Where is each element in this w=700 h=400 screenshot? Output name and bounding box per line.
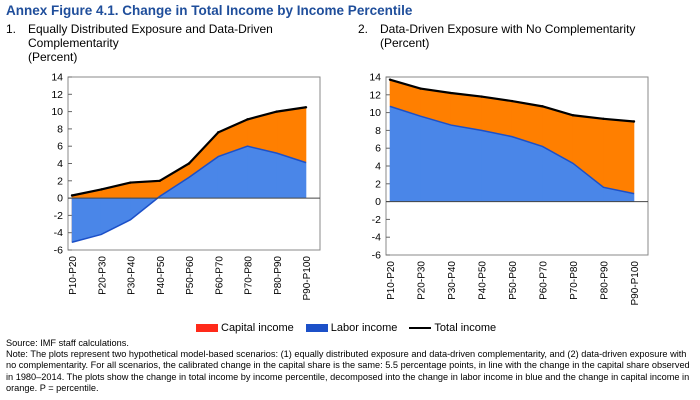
notes: Source: IMF staff calculations. Note: Th… — [6, 338, 696, 394]
panel-2-number: 2. — [358, 22, 369, 36]
chart1-labor-edge — [71, 145, 307, 243]
chart1-ytick-label: 2 — [57, 175, 63, 187]
panel-1-title: 1. Equally Distributed Exposure and Data… — [6, 22, 326, 66]
chart1-ytick-label: 0 — [57, 193, 63, 205]
legend-labor-swatch — [305, 324, 328, 332]
panel-1-heading: Equally Distributed Exposure and Data-Dr… — [28, 22, 318, 64]
legend: Capital income Labor income Total income — [196, 322, 508, 334]
chart2-xtick-label: P30-P40 — [447, 261, 458, 300]
chart2-ytick-label: -2 — [372, 214, 381, 226]
chart1-xtick-label: P70-P80 — [244, 256, 255, 295]
chart2-xtick-label: P80-P90 — [600, 261, 611, 300]
legend-capital: Capital income — [196, 322, 294, 334]
chart2-ytick-label: 12 — [369, 89, 381, 101]
chart2-total-point — [419, 87, 422, 90]
chart1-ytick-label: 10 — [51, 106, 63, 118]
chart1-ytick-label: 4 — [57, 158, 63, 170]
chart2-xtick-label: P90-P100 — [630, 261, 641, 306]
chart2-xtick-label: P20-P30 — [417, 261, 428, 300]
chart2-total-point — [602, 117, 605, 121]
chart2-total-point — [632, 120, 636, 123]
chart1-total-point — [246, 118, 249, 121]
chart2-labor-area-segment — [481, 130, 513, 202]
chart1-total-point — [70, 194, 74, 197]
panel-1-title-text: Equally Distributed Exposure and Data-Dr… — [28, 22, 273, 50]
chart2-ytick-label: 14 — [369, 72, 381, 84]
chart1-ytick-label: -4 — [54, 227, 63, 239]
chart2-xtick-label: P50-P60 — [508, 261, 519, 300]
chart2-labor-area-segment — [420, 115, 452, 202]
chart2-xtick-label: P70-P80 — [569, 261, 580, 300]
chart2-labor-area-segment — [450, 124, 482, 202]
chart2-total-point — [480, 95, 483, 98]
chart1-total-point — [304, 106, 308, 109]
chart1-ytick-label: 12 — [51, 89, 63, 101]
chart2-ytick-label: -6 — [372, 250, 381, 262]
legend-total: Total income — [409, 322, 496, 334]
panel-2-title-text: Data-Driven Exposure with No Complementa… — [380, 22, 636, 36]
chart1-xtick-label: P20-P30 — [97, 256, 108, 295]
chart2-labor-edge — [389, 105, 635, 195]
chart1-total-point — [187, 162, 191, 165]
panel-2-unit: (Percent) — [380, 36, 430, 50]
chart1-total-point — [100, 188, 103, 191]
legend-capital-swatch — [196, 324, 218, 332]
chart1-ytick-label: 14 — [51, 72, 63, 84]
chart1-xtick-label: P90-P100 — [302, 256, 313, 301]
chart1-ytick-label: 8 — [57, 123, 63, 135]
source-note: Source: IMF staff calculations. — [6, 338, 129, 348]
legend-capital-label: Capital income — [221, 322, 294, 334]
panel-2-title: 2. Data-Driven Exposure with No Compleme… — [358, 22, 688, 66]
chart2-total-point — [510, 99, 514, 103]
chart1-labor-area-segment — [247, 145, 278, 199]
panel-1-unit: (Percent) — [28, 50, 78, 64]
note-text: Note: The plots represent two hypothetic… — [6, 349, 690, 393]
chart2-xtick-label: P10-P20 — [386, 261, 397, 300]
chart1-xtick-label: P80-P90 — [273, 256, 284, 295]
chart2-total-point — [449, 91, 453, 95]
legend-labor-label: Labor income — [330, 322, 398, 334]
chart2-ytick-label: 0 — [375, 196, 381, 208]
chart2-xtick-label: P40-P50 — [478, 261, 489, 300]
panel-1-number: 1. — [6, 22, 17, 36]
chart2-ytick-label: 4 — [375, 161, 381, 173]
chart1-ytick-label: 6 — [57, 141, 63, 153]
figure-title: Annex Figure 4.1. Change in Total Income… — [6, 3, 413, 18]
chart1-xtick-label: P60-P70 — [214, 256, 225, 295]
chart2: 14 12 10 8 6 4 2 0 -2 -4 -6 P10-P20 P20-P30 P30-P40 P4… — [369, 72, 649, 306]
legend-total-line — [409, 327, 432, 329]
chart1-total-point — [129, 181, 132, 184]
chart1-xtick-label: P10-P20 — [68, 256, 79, 295]
chart1-total-point — [158, 179, 161, 182]
chart2-labor-area-segment — [389, 105, 421, 202]
chart2-ytick-label: 10 — [369, 107, 381, 119]
chart1-ytick-label: -2 — [54, 210, 63, 222]
chart2-labor-area-segment — [511, 136, 543, 202]
chart2-total-point — [541, 105, 544, 108]
chart2-capital-area-segment — [450, 92, 482, 131]
chart1-total-point — [217, 131, 220, 134]
chart1-xtick-label: P30-P40 — [127, 256, 138, 295]
chart2-ytick-label: 8 — [375, 125, 381, 137]
chart1-xtick-label: P50-P60 — [185, 256, 196, 295]
chart1-total-point — [275, 110, 278, 113]
chart1-labor-area-segment — [100, 197, 131, 235]
chart1-ytick-label: -6 — [54, 245, 63, 257]
legend-total-label: Total income — [434, 322, 497, 334]
chart2-ytick-label: 2 — [375, 178, 381, 190]
chart2-xtick-label: P60-P70 — [539, 261, 550, 300]
chart1: 14 12 10 8 6 4 2 0 -2 -4 -6 P10-P20 P20-P30 P30-P40 P4… — [51, 72, 321, 301]
chart2-total-point — [388, 78, 392, 81]
legend-labor: Labor income — [305, 322, 398, 334]
panel-2-heading: Data-Driven Exposure with No Complementa… — [380, 22, 690, 50]
chart2-ytick-label: 6 — [375, 143, 381, 155]
chart1-xtick-label: P40-P50 — [156, 256, 167, 295]
chart2-total-point — [571, 114, 575, 117]
chart2-capital-area-segment — [603, 118, 635, 194]
chart2-ytick-label: -4 — [372, 232, 381, 244]
